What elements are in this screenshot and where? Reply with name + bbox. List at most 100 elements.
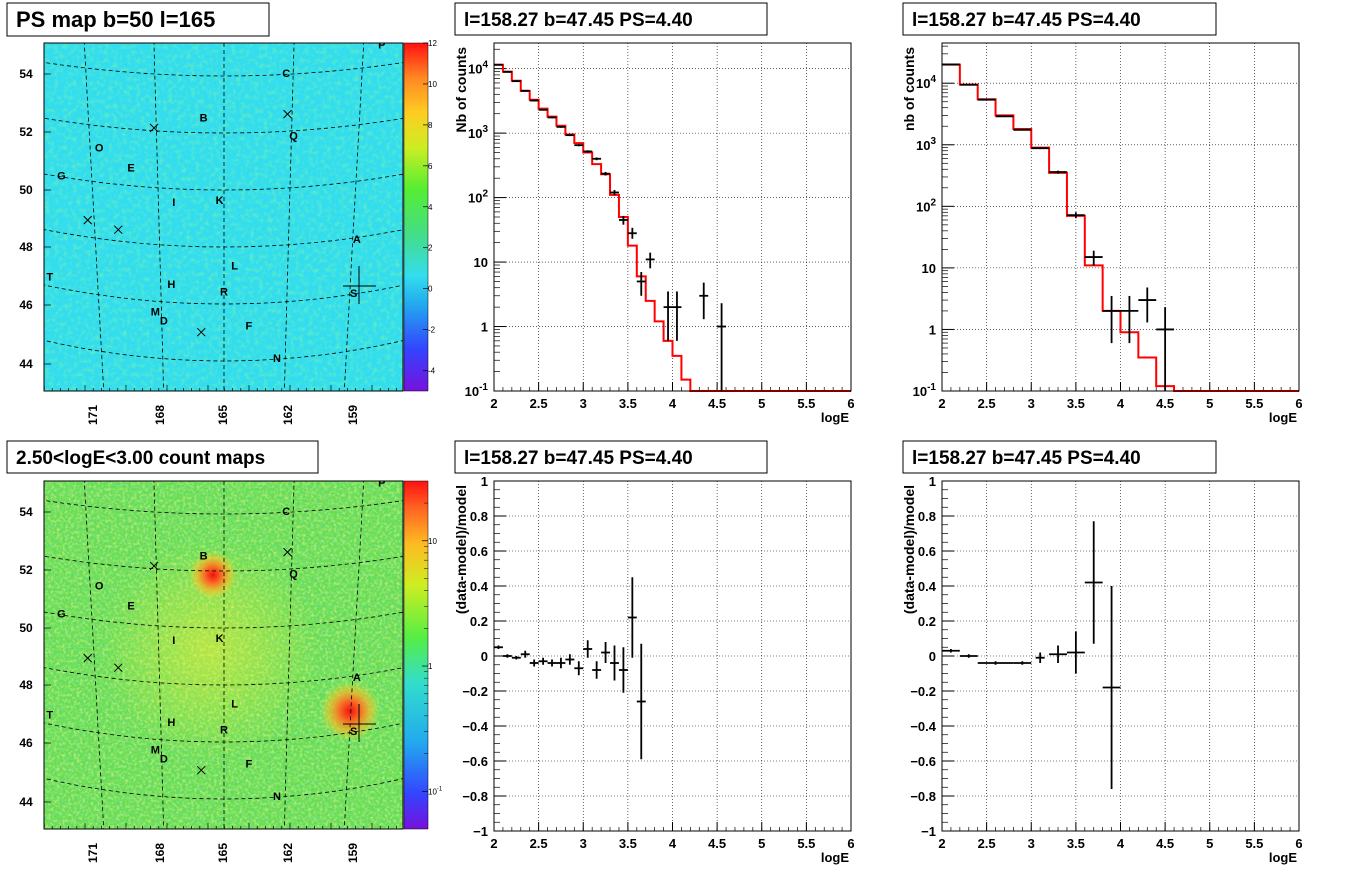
- x-tick-label: 159: [346, 843, 360, 863]
- data-point: [592, 661, 602, 679]
- source-label: B: [200, 112, 208, 124]
- x-axis-label: logE: [821, 410, 849, 425]
- x-tick-label: 6: [1295, 396, 1302, 411]
- count-map-candidate-marker: [343, 704, 376, 742]
- plot-frame-outline: [941, 480, 1300, 832]
- latitude-line: [44, 611, 403, 629]
- plot-title: l=158.27 b=47.45 PS=4.40: [912, 10, 1141, 31]
- x-tick-label: 3: [580, 396, 587, 411]
- y-tick-label: −0.8: [462, 789, 488, 804]
- count-map-frame: [43, 480, 404, 830]
- plot-title-box: [454, 2, 768, 36]
- y-tick-base: 10: [468, 191, 482, 206]
- data-point: [977, 661, 1014, 665]
- x-tick-label: 171: [86, 405, 100, 425]
- x-tick-label: 5: [1206, 396, 1213, 411]
- source-label: C: [282, 506, 290, 518]
- data-point: [1120, 295, 1139, 344]
- source-label: G: [57, 171, 66, 183]
- data-point: [547, 659, 557, 667]
- x-tick-label: 5.5: [1245, 836, 1263, 851]
- source-label: B: [200, 550, 208, 562]
- source-label: D: [160, 754, 168, 766]
- x-tick-label: 3.5: [619, 836, 637, 851]
- source-label: S: [350, 726, 357, 738]
- data-point: [592, 157, 602, 161]
- ps-map-coordinate-grid: [44, 43, 403, 391]
- source-label: N: [273, 353, 281, 365]
- colorbar-tick-label: 6: [428, 162, 433, 171]
- residual-fine-panel: l=158.27 b=47.45 PS=4.40 2 2.5 3 3.5 4 4.5 5 5.5…: [453, 440, 855, 865]
- plot-frame-outline: [941, 42, 1300, 392]
- x-axis-label: logE: [1269, 850, 1297, 865]
- colorbar-tick-label: 0: [428, 285, 433, 294]
- x-tick-label: 2: [490, 396, 497, 411]
- count-map-warm-region: [100, 540, 320, 760]
- source-label: F: [245, 320, 252, 332]
- y-tick-exponent: 4: [930, 74, 936, 85]
- y-tick-label: 103: [916, 136, 936, 153]
- x-tick-label: 168: [153, 405, 167, 425]
- x-tick-label: 162: [281, 843, 295, 863]
- x-tick-label: 6: [1295, 836, 1302, 851]
- data-point: [699, 282, 709, 320]
- data-point: [601, 171, 611, 176]
- source-label: K: [216, 195, 224, 207]
- cross-mark: [283, 547, 292, 557]
- longitude-line: [343, 481, 365, 829]
- x-tick-label: 4: [669, 396, 677, 411]
- x-tick-label: 4.5: [708, 836, 726, 851]
- data-point: [618, 215, 628, 225]
- plot-frame-outline: [493, 42, 852, 392]
- x-tick-label: 3: [1028, 836, 1035, 851]
- data-point: [529, 659, 539, 667]
- cross-mark: [113, 225, 123, 235]
- x-tick-label: 3: [580, 836, 587, 851]
- y-tick-label: 46: [19, 298, 33, 312]
- colorbar-tick-label: 2: [428, 244, 433, 253]
- y-tick-label: 54: [19, 67, 33, 81]
- ps-map-colorbar: 12 10 8 6 4 2 0 -2 -4: [403, 39, 437, 392]
- source-label: L: [231, 699, 238, 711]
- source-label: M: [151, 744, 160, 756]
- source-label: T: [46, 710, 53, 722]
- data-point: [520, 650, 530, 658]
- count-map-panel: 2.50<logE<3.00 count maps PCBQOEGJIKALHR…: [6, 440, 443, 863]
- x-tick-label: 3.5: [1067, 836, 1085, 851]
- x-tick-label: 4: [1117, 836, 1125, 851]
- data-point: [645, 252, 655, 269]
- y-tick-label: 48: [19, 240, 33, 254]
- data-point: [574, 661, 584, 676]
- data-point: [574, 144, 584, 147]
- colorbar-tick-label: 8: [428, 121, 433, 130]
- source-label: Q: [289, 130, 298, 142]
- longitude-line: [44, 379, 45, 391]
- y-tick-exponent: 2: [482, 189, 488, 200]
- data-point: [1066, 212, 1085, 219]
- cross-mark: [283, 109, 292, 119]
- source-label: K: [216, 633, 224, 645]
- source-label: A: [353, 234, 361, 246]
- data-point: [636, 272, 646, 296]
- source-label: M: [151, 306, 160, 318]
- y-tick-label: 52: [19, 563, 33, 577]
- longitude-line: [153, 43, 165, 391]
- x-tick-label: 171: [86, 843, 100, 863]
- data-point: [565, 134, 575, 137]
- source-label: E: [127, 163, 134, 175]
- data-point: [565, 654, 575, 665]
- x-tick-label: 4.5: [1156, 396, 1174, 411]
- y-tick-label: 0.6: [470, 544, 488, 559]
- x-tick-label: 159: [346, 405, 360, 425]
- plot-title: l=158.27 b=47.45 PS=4.40: [464, 448, 693, 469]
- source-label: H: [167, 717, 175, 729]
- data-point: [511, 80, 521, 83]
- y-tick-base: 10: [916, 138, 930, 153]
- model-histogram: [494, 63, 851, 392]
- y-tick-label: 50: [19, 183, 33, 197]
- data-point: [942, 63, 960, 66]
- y-tick-label: 52: [19, 125, 33, 139]
- source-label: F: [245, 758, 252, 770]
- data-point: [1084, 250, 1103, 266]
